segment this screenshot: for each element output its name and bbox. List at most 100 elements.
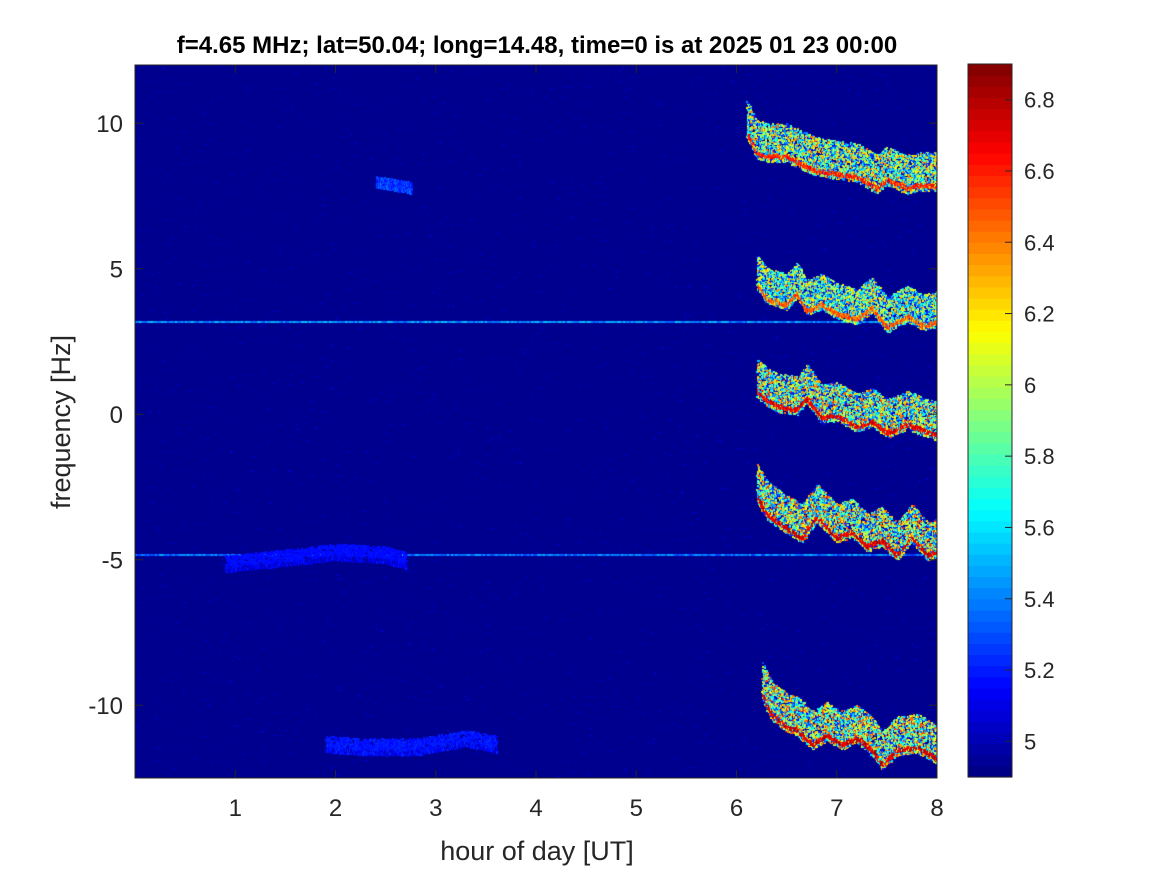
colorbar-step [968, 108, 1012, 121]
colorbar-step [968, 275, 1012, 288]
colorbar-step [968, 286, 1012, 299]
y-axis-label: frequency [Hz] [46, 335, 76, 509]
colorbar-step [968, 375, 1012, 388]
colorbar-step [968, 64, 1012, 76]
colorbar-step [968, 687, 1012, 700]
colorbar-step [968, 754, 1012, 767]
colorbar-step [968, 609, 1012, 622]
colorbar-step [968, 498, 1012, 511]
colorbar-step [968, 465, 1012, 477]
colorbar-gradient [968, 64, 1012, 778]
colorbar-step [968, 409, 1012, 422]
colorbar-step [968, 565, 1012, 578]
colorbar-step [968, 710, 1012, 722]
x-tick-label: 4 [529, 795, 542, 822]
colorbar-tick-label: 6.2 [1024, 302, 1055, 327]
colorbar-step [968, 520, 1012, 533]
colorbar-step [968, 531, 1012, 544]
colorbar-tick-label: 5.8 [1024, 444, 1055, 469]
colorbar-step [968, 543, 1012, 555]
colorbar-step [968, 130, 1012, 143]
colorbar-step [968, 398, 1012, 410]
colorbar-step [968, 297, 1012, 310]
colorbar-step [968, 598, 1012, 611]
colorbar-step [968, 721, 1012, 734]
x-tick-label: 1 [229, 795, 242, 822]
colorbar-tick-label: 5.2 [1024, 658, 1055, 683]
colorbar-step [968, 320, 1012, 332]
chart-title: f=4.65 MHz; lat=50.04; long=14.48, time=… [177, 32, 897, 59]
colorbar-tick-label: 6.4 [1024, 230, 1055, 255]
colorbar-step [968, 164, 1012, 177]
colorbar-tick-label: 5 [1024, 729, 1036, 754]
colorbar-step [968, 453, 1012, 466]
x-tick-label: 8 [930, 795, 943, 822]
colorbar-step [968, 253, 1012, 266]
colorbar-step [968, 208, 1012, 221]
colorbar-step [968, 264, 1012, 277]
colorbar-step [968, 387, 1012, 399]
colorbar-step [968, 175, 1012, 188]
y-axis-ticks: -10 -5 0 5 10 [88, 111, 937, 720]
colorbar-step [968, 732, 1012, 745]
colorbar-step [968, 576, 1012, 589]
colorbar-step [968, 665, 1012, 678]
x-axis-label: hour of day [UT] [440, 836, 634, 866]
x-tick-label: 2 [329, 795, 342, 822]
colorbar-step [968, 75, 1012, 87]
y-tick-label: -10 [88, 693, 123, 720]
colorbar-step [968, 654, 1012, 667]
colorbar-step [968, 487, 1012, 500]
y-tick-label: 10 [96, 111, 123, 138]
x-axis-ticks: 1 2 3 4 5 6 7 8 [229, 65, 944, 822]
y-tick-label: 5 [110, 257, 123, 284]
colorbar-step [968, 509, 1012, 522]
colorbar-step [968, 97, 1012, 110]
plot-area [134, 64, 938, 779]
colorbar-step [968, 676, 1012, 689]
colorbar-step [968, 420, 1012, 433]
colorbar-step [968, 119, 1012, 132]
colorbar-tick-label: 5.6 [1024, 515, 1055, 540]
colorbar-step [968, 86, 1012, 99]
colorbar-step [968, 442, 1012, 455]
colorbar-tick-label: 6.6 [1024, 159, 1055, 184]
spectrogram-image-holder [135, 65, 937, 778]
colorbar-step [968, 141, 1012, 154]
colorbar-tick-label: 6 [1024, 373, 1036, 398]
colorbar-ticks: 5 5.2 5.4 5.6 5.8 6 6.2 6.4 6.6 6.8 [1005, 88, 1055, 754]
colorbar-step [968, 197, 1012, 210]
x-tick-label: 6 [730, 795, 743, 822]
colorbar-step [968, 331, 1012, 344]
colorbar-step [968, 554, 1012, 566]
y-tick-label: 0 [110, 402, 123, 429]
colorbar-frame [967, 63, 1013, 778]
colorbar-step [968, 632, 1012, 644]
colorbar-step [968, 743, 1012, 756]
colorbar-tick-label: 6.8 [1024, 88, 1055, 113]
colorbar-step [968, 587, 1012, 600]
colorbar-tick-label: 5.4 [1024, 587, 1055, 612]
colorbar-step [968, 765, 1012, 778]
colorbar-step [968, 353, 1012, 366]
colorbar-step [968, 153, 1012, 165]
colorbar-step [968, 242, 1012, 254]
colorbar-step [968, 231, 1012, 243]
x-tick-label: 7 [830, 795, 843, 822]
colorbar-step [968, 476, 1012, 488]
colorbar-step [968, 699, 1012, 711]
spectrogram-heatmap [135, 65, 937, 778]
y-tick-label: -5 [102, 548, 123, 575]
colorbar-step [968, 309, 1012, 321]
colorbar-step [968, 219, 1012, 232]
colorbar: 5 5.2 5.4 5.6 5.8 6 6.2 6.4 6.6 6.8 [967, 63, 1055, 778]
x-tick-label: 5 [630, 795, 643, 822]
colorbar-step [968, 621, 1012, 633]
colorbar-step [968, 431, 1012, 444]
colorbar-step [968, 186, 1012, 199]
colorbar-step [968, 342, 1012, 355]
x-tick-label: 3 [429, 795, 442, 822]
colorbar-step [968, 364, 1012, 377]
colorbar-step [968, 643, 1012, 656]
